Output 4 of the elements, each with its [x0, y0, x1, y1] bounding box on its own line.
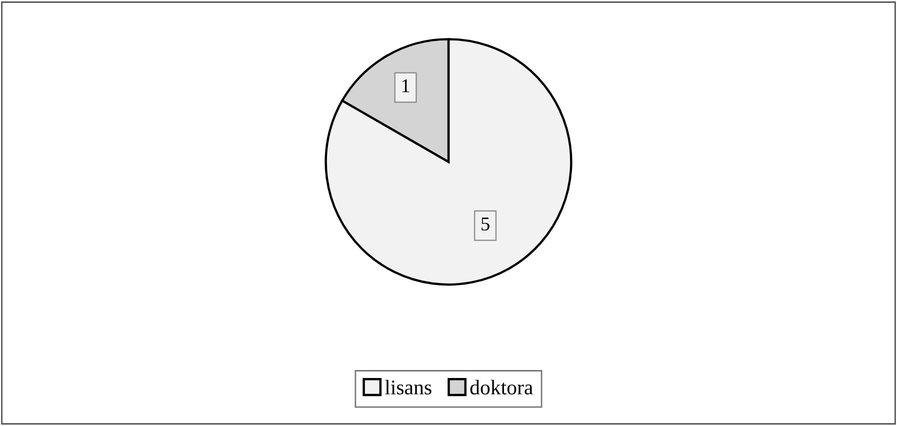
data-label: 5 [482, 218, 490, 230]
legend-label: lisans [385, 380, 432, 394]
data-label: 1 [402, 79, 410, 92]
legend-label: doktora [470, 380, 533, 394]
